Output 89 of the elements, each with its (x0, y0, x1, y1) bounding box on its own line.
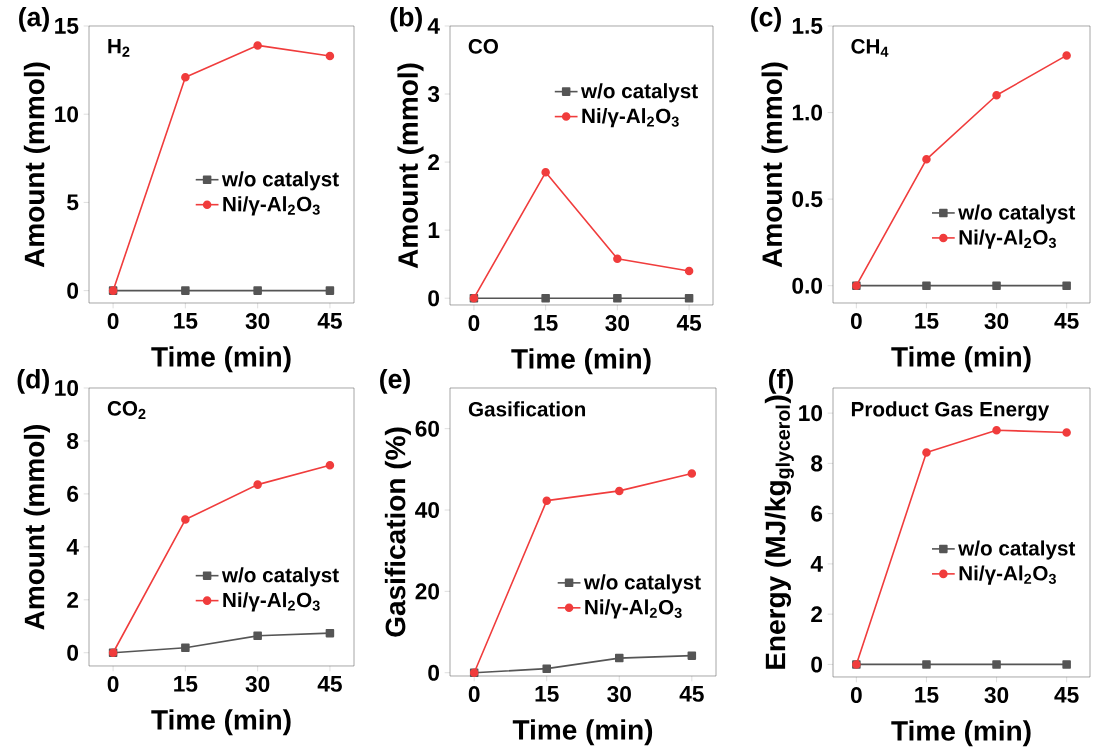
x-tick-label: 30 (245, 313, 270, 330)
y-tick-label: 20 (415, 583, 440, 600)
y-tick-label: 10 (55, 106, 79, 123)
text: (a) (19, 6, 49, 32)
x-tick-label: 30 (984, 313, 1009, 330)
x-tick-label: 15 (534, 315, 558, 331)
x-axis-title: Time (min) (512, 719, 653, 746)
y-tick-label: 40 (415, 501, 440, 519)
text: H$_{2}$ (108, 39, 130, 57)
text: Product Gas Energy (851, 401, 1050, 421)
y-tick-label: 0 (67, 282, 79, 299)
legend-label: Ni/γ-Al$_{2}$O$_{3}$ (959, 229, 1056, 249)
x-tick-label: 45 (317, 313, 342, 329)
y-tick-label: 0 (811, 656, 823, 673)
y-tick-label: 8 (811, 455, 823, 472)
x-axis-title: Time (min) (511, 348, 651, 375)
y-tick-label: 0 (428, 664, 440, 681)
text: (b) (390, 6, 422, 32)
x-tick-label: 45 (679, 686, 704, 702)
y-tick-label: 3 (427, 85, 440, 103)
y-tick-label: 10 (799, 405, 823, 422)
legend-label: w/o catalyst (580, 83, 698, 103)
y-tick-label: 0.0 (792, 277, 823, 294)
text: (c) (751, 6, 781, 32)
y-tick-label: 15 (55, 18, 79, 34)
x-tick-label: 45 (1054, 687, 1079, 703)
x-tick-label: 15 (174, 676, 198, 692)
x-tick-label: 0 (468, 686, 480, 703)
x-tick-label: 0 (107, 313, 119, 330)
x-tick-label: 0 (107, 676, 119, 693)
x-tick-label: 45 (676, 315, 702, 331)
x-axis-title: Time (min) (151, 709, 291, 736)
y-tick-label: 6 (811, 505, 823, 522)
y-tick-label: 2 (428, 154, 440, 170)
y-tick-label: 4 (427, 18, 440, 34)
y-axis-title: Energy (MJ/kg$_{glycerol}$) (764, 395, 794, 669)
x-tick-label: 45 (317, 676, 342, 692)
y-tick-label: 4 (66, 539, 79, 555)
y-tick-label: 2 (811, 606, 823, 623)
x-tick-label: 30 (984, 687, 1009, 704)
y-tick-label: 2 (67, 591, 79, 608)
y-tick-label: 10 (55, 379, 79, 397)
legend-label: w/o catalyst (583, 574, 701, 594)
text: Gasification (468, 401, 586, 417)
y-tick-label: 0.5 (792, 191, 823, 208)
text: CH$_{4}$ (851, 39, 889, 57)
legend-label: w/o catalyst (958, 540, 1076, 560)
y-tick-label: 0 (67, 644, 79, 661)
x-tick-label: 15 (915, 687, 939, 703)
text: CO$_{2}$ (107, 401, 146, 419)
y-tick-label: 1.5 (792, 18, 823, 34)
y-tick-label: 5 (67, 194, 79, 211)
legend-label: Ni/γ-Al$_{2}$O$_{3}$ (223, 592, 320, 612)
x-tick-label: 0 (850, 313, 862, 330)
y-axis-title: Amount (mmol) (761, 62, 788, 268)
y-axis-title: Amount (mmol) (23, 424, 50, 630)
y-tick-label: 4 (810, 556, 823, 572)
chart-title: CO (468, 39, 498, 54)
y-tick-label: 1.0 (792, 104, 823, 121)
x-axis-title: Time (min) (151, 346, 291, 373)
y-tick-label: 0 (428, 290, 440, 307)
x-tick-label: 15 (535, 686, 559, 702)
legend-label: w/o catalyst (221, 567, 339, 587)
legend-label: Ni/γ-Al$_{2}$O$_{3}$ (582, 108, 679, 128)
legend-label: Ni/γ-Al$_{2}$O$_{3}$ (223, 196, 320, 216)
x-axis-title: Time (min) (891, 346, 1031, 373)
y-tick-label: 1 (428, 222, 440, 238)
x-tick-label: 0 (850, 687, 862, 704)
text: (d) (17, 368, 49, 394)
legend-label: w/o catalyst (958, 204, 1076, 224)
text: (f) (768, 368, 793, 394)
y-tick-label: 8 (67, 432, 79, 449)
x-axis-title: Time (min) (891, 720, 1031, 747)
y-axis-title: Gasification (%) (384, 427, 411, 637)
legend-label: Ni/γ-Al$_{2}$O$_{3}$ (585, 599, 682, 619)
x-tick-label: 15 (174, 313, 198, 329)
legend-label: Ni/γ-Al$_{2}$O$_{3}$ (959, 565, 1056, 585)
text: (e) (380, 368, 410, 394)
x-tick-label: 0 (468, 315, 480, 332)
x-tick-label: 30 (605, 315, 630, 332)
y-axis-title: Amount (mmol) (23, 62, 50, 268)
x-tick-label: 15 (915, 313, 939, 329)
y-tick-label: 60 (415, 420, 440, 437)
x-tick-label: 30 (245, 676, 270, 693)
y-tick-label: 6 (67, 485, 79, 502)
y-axis-title: Amount (mmol) (397, 63, 424, 269)
x-tick-label: 30 (607, 686, 631, 703)
x-tick-label: 45 (1054, 313, 1079, 329)
legend-label: w/o catalyst (221, 171, 339, 191)
